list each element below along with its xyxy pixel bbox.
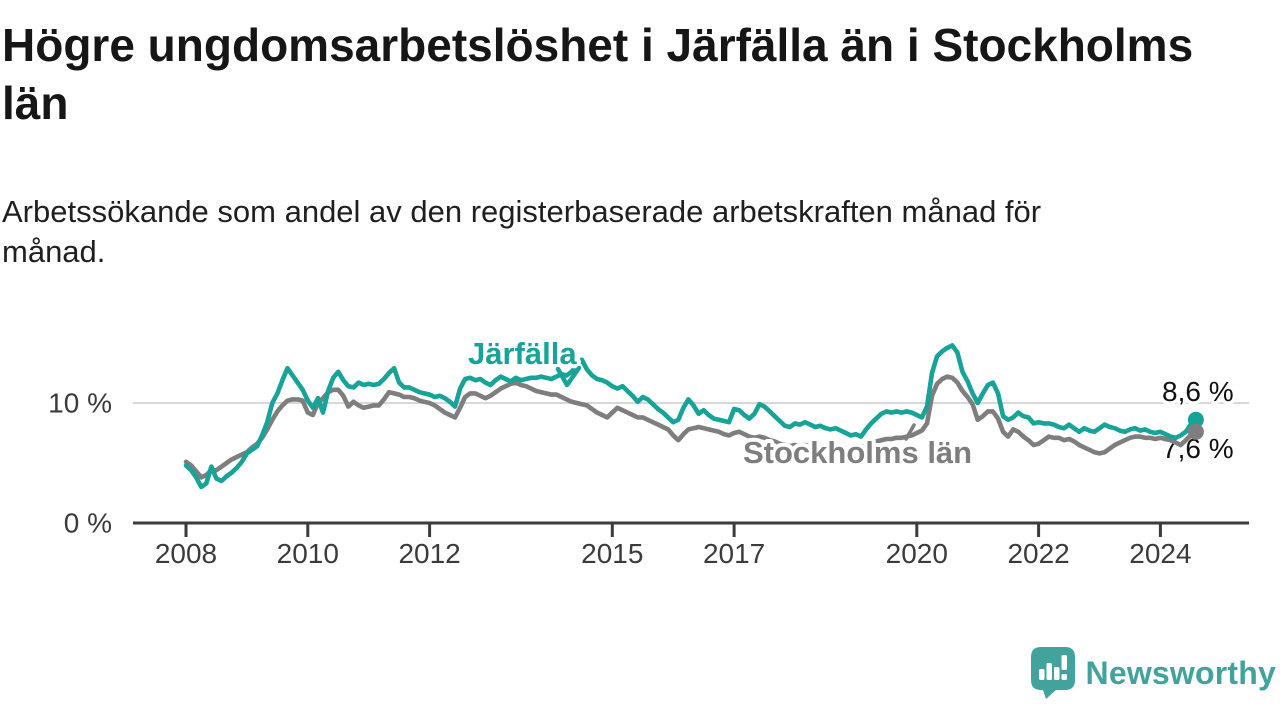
page-title: Högre ungdomsarbetslöshet i Järfälla än …	[2, 16, 1272, 132]
x-tick-label: 2017	[703, 538, 765, 569]
page-subtitle-line2: månad.	[2, 234, 106, 269]
series-end-dot-stockholm	[1187, 423, 1204, 440]
series-end-dot-jarfalla	[1187, 411, 1204, 428]
x-tick-label: 2022	[1007, 538, 1069, 569]
newsworthy-logo: Newsworthy	[1030, 645, 1276, 701]
jarfalla-leader-arrow-icon	[555, 365, 582, 388]
x-axis-ticks: 2008 2010 2012 2015 2017 2020 2022 2024	[155, 524, 1192, 569]
y-axis-labels: 10 % 0 %	[48, 388, 112, 539]
series-line-stockholms-lan	[183, 374, 1199, 480]
x-tick-label: 2010	[277, 538, 339, 569]
x-tick-label: 2024	[1129, 538, 1191, 569]
series-line-jarfalla	[183, 343, 1199, 490]
page-subtitle-line1: Arbetssökande som andel av den registerb…	[2, 194, 1042, 229]
y-tick-label: 0 %	[64, 508, 112, 539]
newsworthy-wordmark: Newsworthy	[1085, 654, 1276, 691]
end-value-label-jarfalla: 8,6 %	[1162, 376, 1234, 407]
x-tick-label: 2008	[155, 538, 217, 569]
y-tick-label: 10 %	[48, 388, 112, 419]
x-tick-label: 2012	[398, 538, 460, 569]
newsworthy-bubble-chart-icon	[1030, 647, 1075, 699]
page-subtitle: Arbetssökande som andel av den registerb…	[2, 192, 1222, 272]
series-label-stockholms-lan: Stockholms län	[743, 435, 972, 470]
x-tick-label: 2015	[581, 538, 643, 569]
page-title-line1: Högre ungdomsarbetslöshet i Järfälla än …	[2, 19, 1194, 71]
x-tick-label: 2020	[886, 538, 948, 569]
stockholm-leader-tick-icon	[904, 423, 916, 441]
series-label-jarfalla: Järfälla	[468, 336, 577, 371]
page-title-line2: län	[2, 77, 69, 129]
